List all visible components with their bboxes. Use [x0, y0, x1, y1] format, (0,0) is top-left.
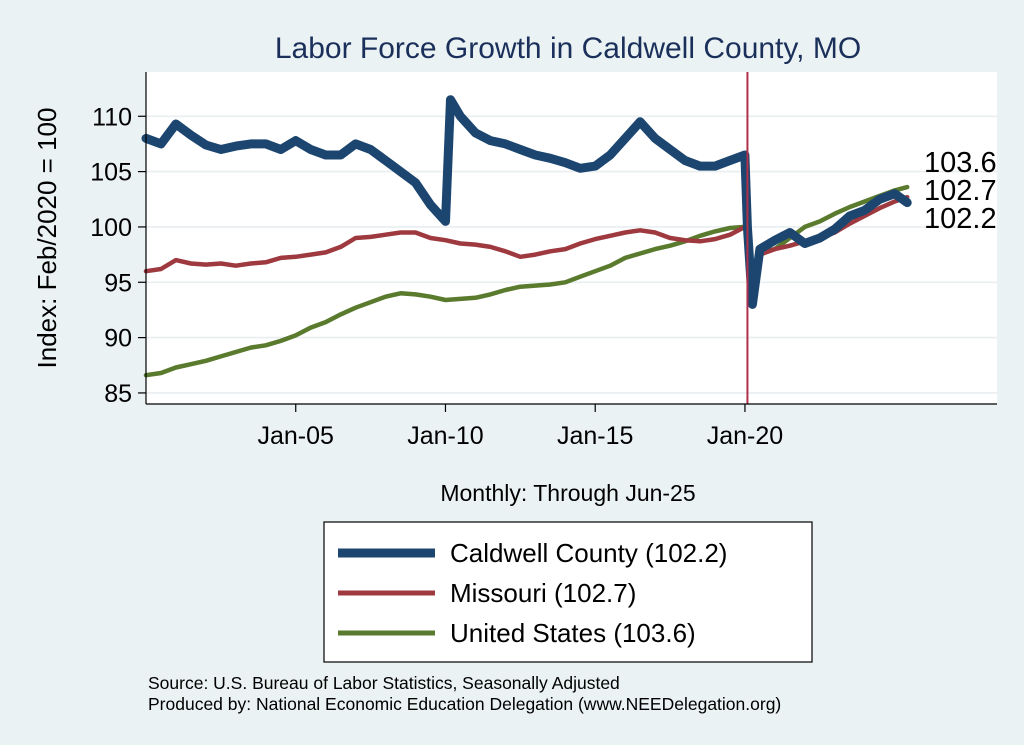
x-tick-label: Jan-05	[258, 422, 334, 450]
end-label-missouri: 102.7	[924, 175, 997, 207]
y-ticks: 85 90 95 100 105 110	[90, 103, 146, 408]
legend: Caldwell County (102.2) Missouri (102.7)…	[323, 521, 813, 663]
chart-title: Labor Force Growth in Caldwell County, M…	[275, 32, 861, 65]
legend-label-missouri: Missouri (102.7)	[450, 578, 636, 608]
series-line-missouri	[143, 194, 910, 279]
y-tick-label: 110	[92, 103, 132, 131]
plot-area	[146, 72, 997, 404]
y-tick-label: 100	[90, 214, 132, 242]
end-label-caldwell: 102.2	[924, 203, 997, 235]
y-tick-label: 85	[104, 380, 132, 408]
x-tick-label: Jan-15	[557, 422, 633, 450]
legend-label-caldwell: Caldwell County (102.2)	[450, 538, 727, 568]
series-line-caldwell	[141, 95, 912, 309]
y-tick-label: 90	[104, 325, 132, 353]
produced-by-line: Produced by: National Economic Education…	[148, 694, 781, 714]
x-ticks: Jan-05 Jan-10 Jan-15 Jan-20	[258, 404, 783, 450]
end-label-us: 103.6	[924, 147, 997, 179]
y-tick-label: 95	[104, 269, 132, 297]
y-tick-label: 105	[90, 159, 132, 187]
x-tick-label: Jan-10	[407, 422, 483, 450]
series-group	[141, 95, 912, 378]
x-axis-label: Monthly: Through Jun-25	[440, 480, 695, 506]
legend-label-us: United States (103.6)	[450, 618, 696, 648]
source-line: Source: U.S. Bureau of Labor Statistics,…	[148, 673, 620, 693]
x-tick-label: Jan-20	[707, 422, 783, 450]
end-labels: 103.6 102.7 102.2	[924, 147, 997, 235]
y-axis-label: Index: Feb/2020 = 100	[32, 108, 62, 369]
